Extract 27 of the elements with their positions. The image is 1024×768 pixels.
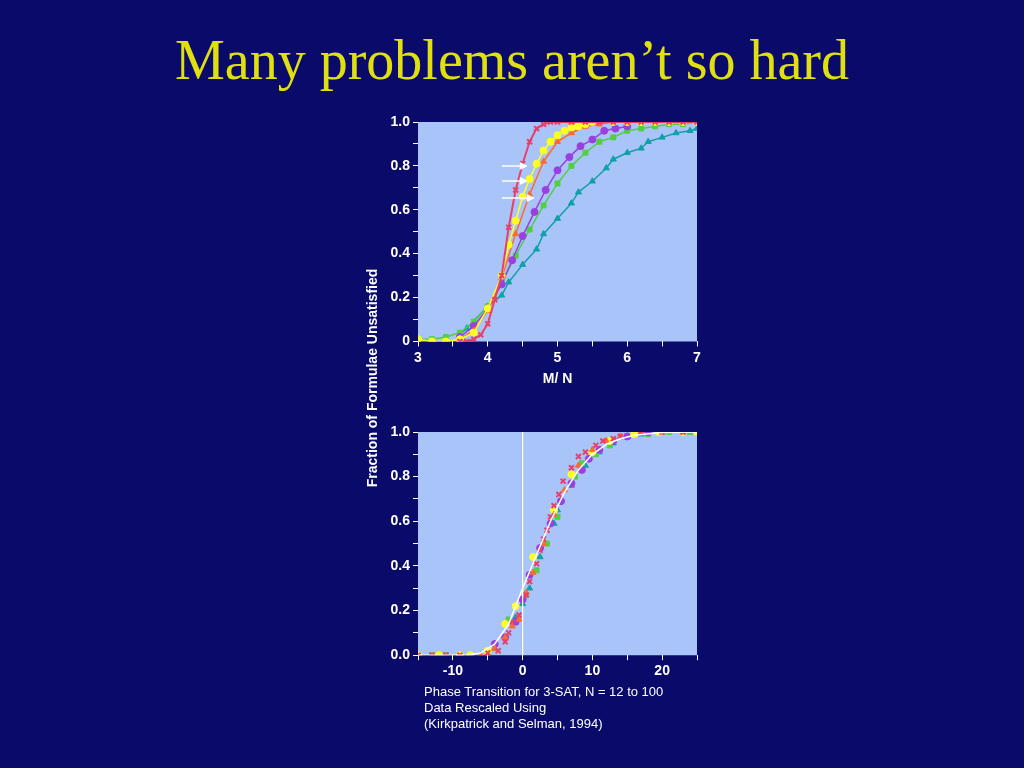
x-tick-label: 0	[518, 662, 527, 679]
x-tick-label: 6	[623, 348, 632, 365]
text: Phase Transition for 3-SAT, N = 12 to 100	[424, 684, 664, 700]
y-tick-label: 0.4	[390, 556, 411, 573]
y-tick-label: 1.0	[390, 422, 411, 439]
x-tick-label: 5	[553, 348, 562, 365]
y-tick-label: 0.2	[390, 288, 411, 305]
y-tick-label: 0.2	[390, 601, 411, 618]
x-tick-label: 7	[693, 348, 702, 365]
y-axis-title: Fraction of Formulae Unsatisfied	[364, 268, 380, 488]
y-tick-label: 0	[402, 332, 411, 349]
y-tick-label: 0.4	[390, 244, 411, 261]
x-tick-label: 20	[654, 662, 671, 679]
x-tick-label: 10	[584, 662, 601, 679]
y-tick-label: 0.6	[390, 200, 411, 217]
chart-title: Many problems aren’t so hard	[174, 28, 850, 92]
x-tick-label: 3	[414, 348, 423, 365]
y-tick-label: 1.0	[390, 112, 411, 129]
x-tick-label: 4	[483, 348, 492, 365]
y-tick-label: 0.0	[390, 646, 411, 663]
y-tick-label: 0.6	[390, 512, 411, 529]
text: (Kirkpatrick and Selman, 1994)	[424, 716, 604, 732]
x-tick-label: -10	[442, 662, 464, 679]
x-axis-title: M/ N	[542, 370, 573, 387]
y-tick-label: 0.8	[390, 156, 411, 173]
text: Data Rescaled Using	[424, 700, 548, 716]
y-tick-label: 0.8	[390, 467, 411, 484]
